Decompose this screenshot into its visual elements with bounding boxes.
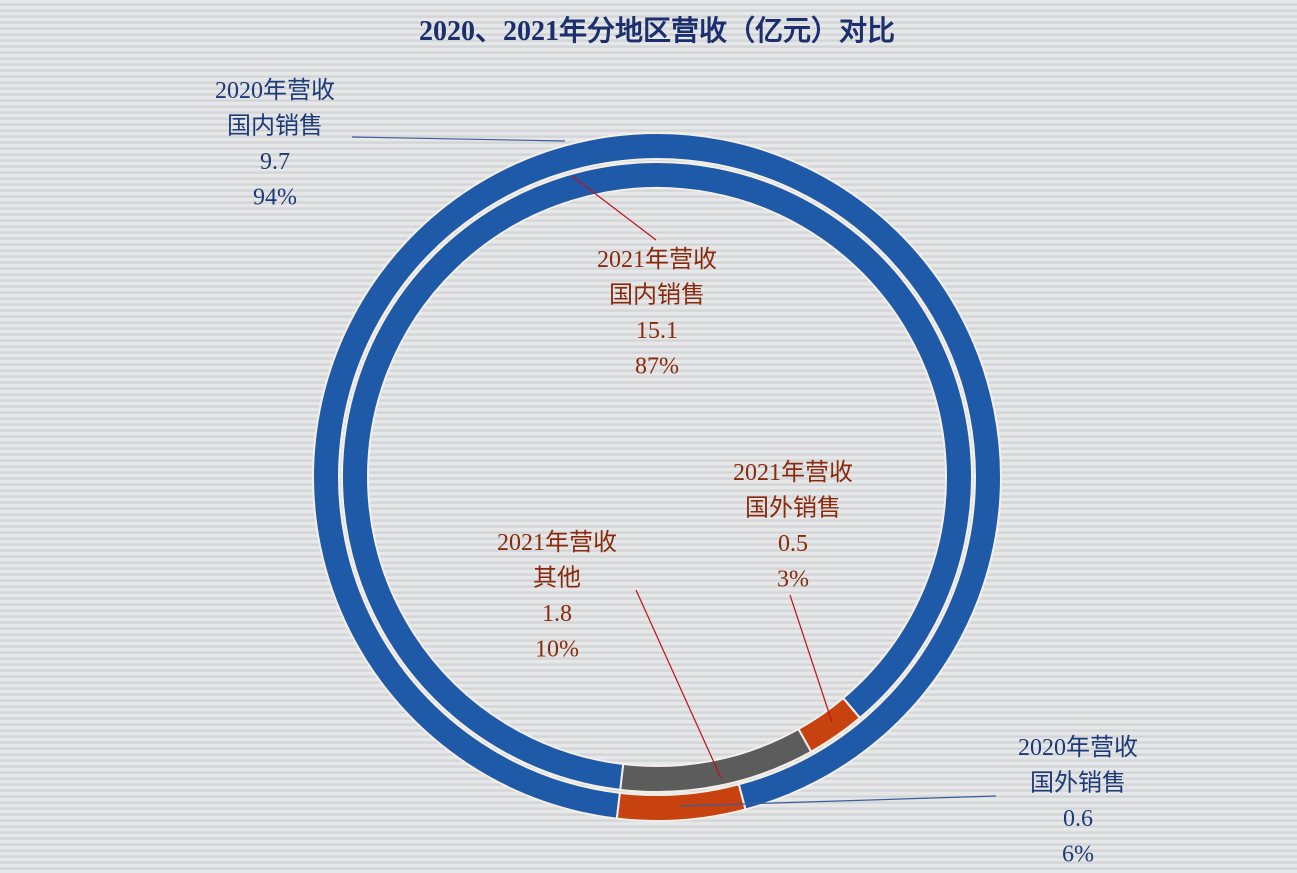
label-series: 2020年营收 [215, 77, 335, 104]
label-value: 9.7 [260, 149, 290, 175]
leader-2020-domestic [351, 136, 566, 142]
leader-2021-foreign [789, 594, 833, 723]
label-value: 15.1 [636, 318, 678, 344]
label-category: 其他 [533, 565, 581, 592]
label-series: 2021年营收 [597, 246, 717, 273]
label-category: 国外销售 [1030, 770, 1126, 797]
label-series: 2021年营收 [733, 459, 853, 486]
label-category: 国内销售 [227, 113, 323, 140]
label-percent: 6% [1062, 842, 1094, 868]
label-percent: 94% [253, 185, 297, 211]
data-labels: 2020年营收国内销售9.794%2020年营收国外销售0.66%2021年营收… [215, 77, 1138, 868]
label-percent: 87% [635, 354, 679, 380]
label-category: 国内销售 [609, 282, 705, 309]
slice-inner-0 [341, 161, 973, 791]
leader-2021-other [635, 589, 722, 779]
label-category: 国外销售 [745, 495, 841, 522]
label-value: 0.6 [1063, 806, 1093, 832]
slice-outer-1 [615, 783, 747, 822]
label-percent: 3% [777, 567, 809, 593]
label-percent: 10% [535, 637, 579, 663]
label-series: 2020年营收 [1018, 734, 1138, 761]
label-value: 1.8 [542, 601, 572, 627]
label-value: 0.5 [778, 531, 808, 557]
arcs-group [312, 132, 1002, 822]
slice-outer-0 [312, 132, 1002, 820]
leader-lines [351, 136, 997, 807]
chart-title: 2020、2021年分地区营收（亿元）对比 [419, 14, 895, 47]
slice-inner-2 [619, 727, 813, 793]
label-series: 2021年营收 [497, 529, 617, 556]
leader-2020-foreign [679, 795, 997, 807]
leader-2021-domestic [571, 175, 657, 241]
